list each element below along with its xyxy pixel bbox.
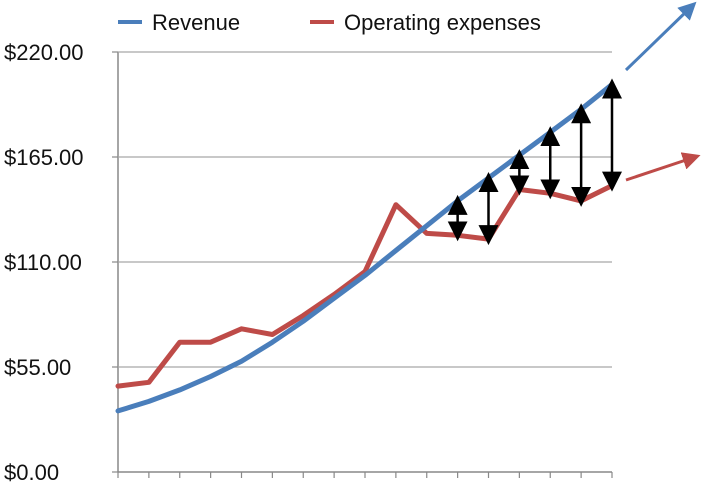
y-tick-label-2: $110.00 <box>4 250 82 275</box>
trend-arrows <box>624 1 701 182</box>
revenue-trend-arrow <box>624 1 697 72</box>
gap-arrows <box>447 78 622 246</box>
gridlines <box>118 51 612 368</box>
series-line-1 <box>115 183 615 389</box>
y-tick-label-4: $220.00 <box>4 40 84 65</box>
x-axis-ticks <box>117 472 613 478</box>
y-axis-ticks: $0.00 $55.00 $110.00 $165.00 $220.00 <box>4 40 118 485</box>
legend-label-1: Operating expenses <box>344 10 541 35</box>
series-line-0 <box>115 82 615 414</box>
y-tick-label-0: $0.00 <box>4 460 59 485</box>
y-tick-label-1: $55.00 <box>4 355 71 380</box>
series-lines <box>115 82 615 414</box>
y-tick-label-3: $165.00 <box>4 145 84 170</box>
legend-label-0: Revenue <box>152 10 240 35</box>
legend: Revenue Operating expenses <box>118 10 541 35</box>
expenses-trend-arrow <box>625 152 701 182</box>
